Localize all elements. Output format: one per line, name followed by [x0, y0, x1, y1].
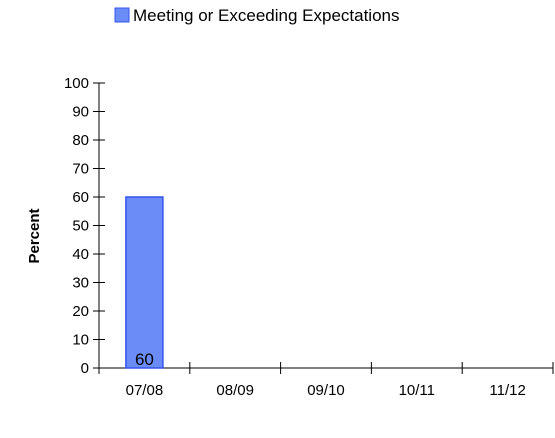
y-tick-label: 0 — [81, 360, 89, 377]
x-axis-tick-labels: 07/08 08/09 09/10 10/11 11/12 — [126, 382, 526, 399]
y-tick-label: 20 — [72, 303, 89, 320]
y-axis-tick-labels: 0 10 20 30 40 50 60 70 80 90 100 — [64, 75, 89, 377]
legend-swatch — [114, 7, 130, 23]
y-tick-label: 70 — [72, 161, 89, 178]
y-tick-label: 100 — [64, 75, 89, 92]
y-tick-label: 40 — [72, 246, 89, 263]
legend-label: Meeting or Exceeding Expectations — [133, 6, 400, 25]
x-tick-label: 08/09 — [216, 382, 254, 399]
legend: Meeting or Exceeding Expectations — [114, 6, 400, 25]
y-tick-label: 80 — [72, 132, 89, 149]
x-tick-label: 10/11 — [399, 382, 435, 399]
bars: 60 — [125, 196, 164, 369]
y-tick-label: 30 — [72, 275, 89, 292]
y-tick-label: 90 — [72, 104, 89, 121]
x-tick-label: 11/12 — [489, 382, 525, 399]
axes — [93, 82, 554, 374]
x-tick-label: 07/08 — [126, 382, 164, 399]
y-axis-title: Percent — [26, 208, 43, 263]
x-tick-label: 09/10 — [307, 382, 345, 399]
bar — [125, 196, 164, 369]
y-tick-label: 60 — [72, 189, 89, 206]
y-tick-label: 50 — [72, 218, 89, 235]
y-tick-label: 10 — [72, 332, 89, 349]
bar-data-label: 60 — [135, 350, 154, 369]
